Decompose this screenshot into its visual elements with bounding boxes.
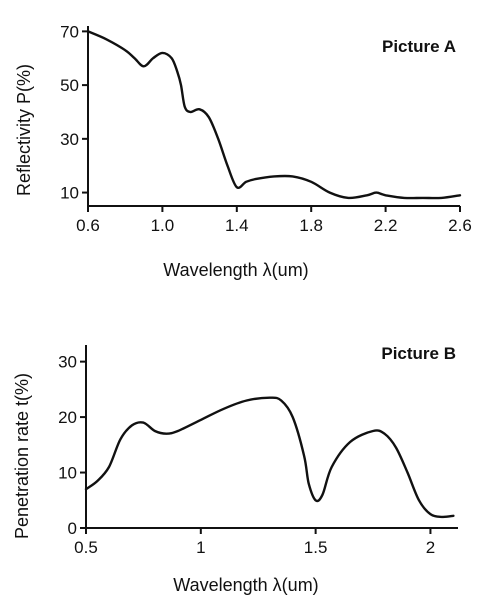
panel-a-x-tick-label: 0.6	[76, 216, 100, 235]
panel-a-x-tick-label: 2.2	[374, 216, 398, 235]
panel-b-y-tick-label: 20	[58, 408, 77, 427]
panel-b-x-tick-label: 1.5	[304, 538, 328, 557]
panel-a-x-ticks: 0.6 1.0 1.4 1.8 2.2 2.6	[76, 206, 472, 235]
panel-b-series-line	[84, 396, 455, 519]
panel-a-title: Picture A	[382, 37, 456, 56]
panel-a-series-line	[86, 30, 462, 200]
panel-a-y-tick-label: 30	[60, 130, 79, 149]
panel-a-y-tick-label: 10	[60, 184, 79, 203]
panel-b-y-tick-label: 0	[68, 519, 77, 538]
panel-b: Picture B 0 10 20 30 0.5 1 1.5 2 Wavelength λ(…	[12, 344, 458, 595]
panel-a-x-tick-label: 2.6	[448, 216, 472, 235]
panel-b-x-axis-label: Wavelength λ(um)	[173, 575, 318, 595]
panel-b-x-tick-label: 2	[426, 538, 435, 557]
panel-a-y-axis-label: Reflectivity P(%)	[14, 64, 34, 196]
panel-a-x-tick-label: 1.0	[151, 216, 175, 235]
panel-a-x-axis-label: Wavelength λ(um)	[163, 260, 308, 280]
panel-a-y-tick-label: 70	[60, 22, 79, 41]
panel-a-x-tick-label: 1.4	[225, 216, 249, 235]
panel-b-title: Picture B	[381, 344, 456, 363]
panel-b-y-tick-label: 10	[58, 464, 77, 483]
panel-a-y-ticks: 10 30 50 70	[60, 22, 88, 203]
panel-b-x-tick-label: 0.5	[74, 538, 98, 557]
panel-b-x-ticks: 0.5 1 1.5 2	[74, 528, 435, 557]
panel-b-y-tick-label: 30	[58, 353, 77, 372]
panel-a-x-tick-label: 1.8	[299, 216, 323, 235]
panel-b-x-tick-label: 1	[196, 538, 205, 557]
panel-b-y-axis-label: Penetration rate t(%)	[12, 373, 32, 539]
panel-b-y-ticks: 0 10 20 30	[58, 353, 86, 538]
panel-a: Picture A 10 30 50 70 0.6 1.0 1.4 1.8 2.2 2.6 Wa…	[14, 22, 472, 280]
panel-a-y-tick-label: 50	[60, 76, 79, 95]
